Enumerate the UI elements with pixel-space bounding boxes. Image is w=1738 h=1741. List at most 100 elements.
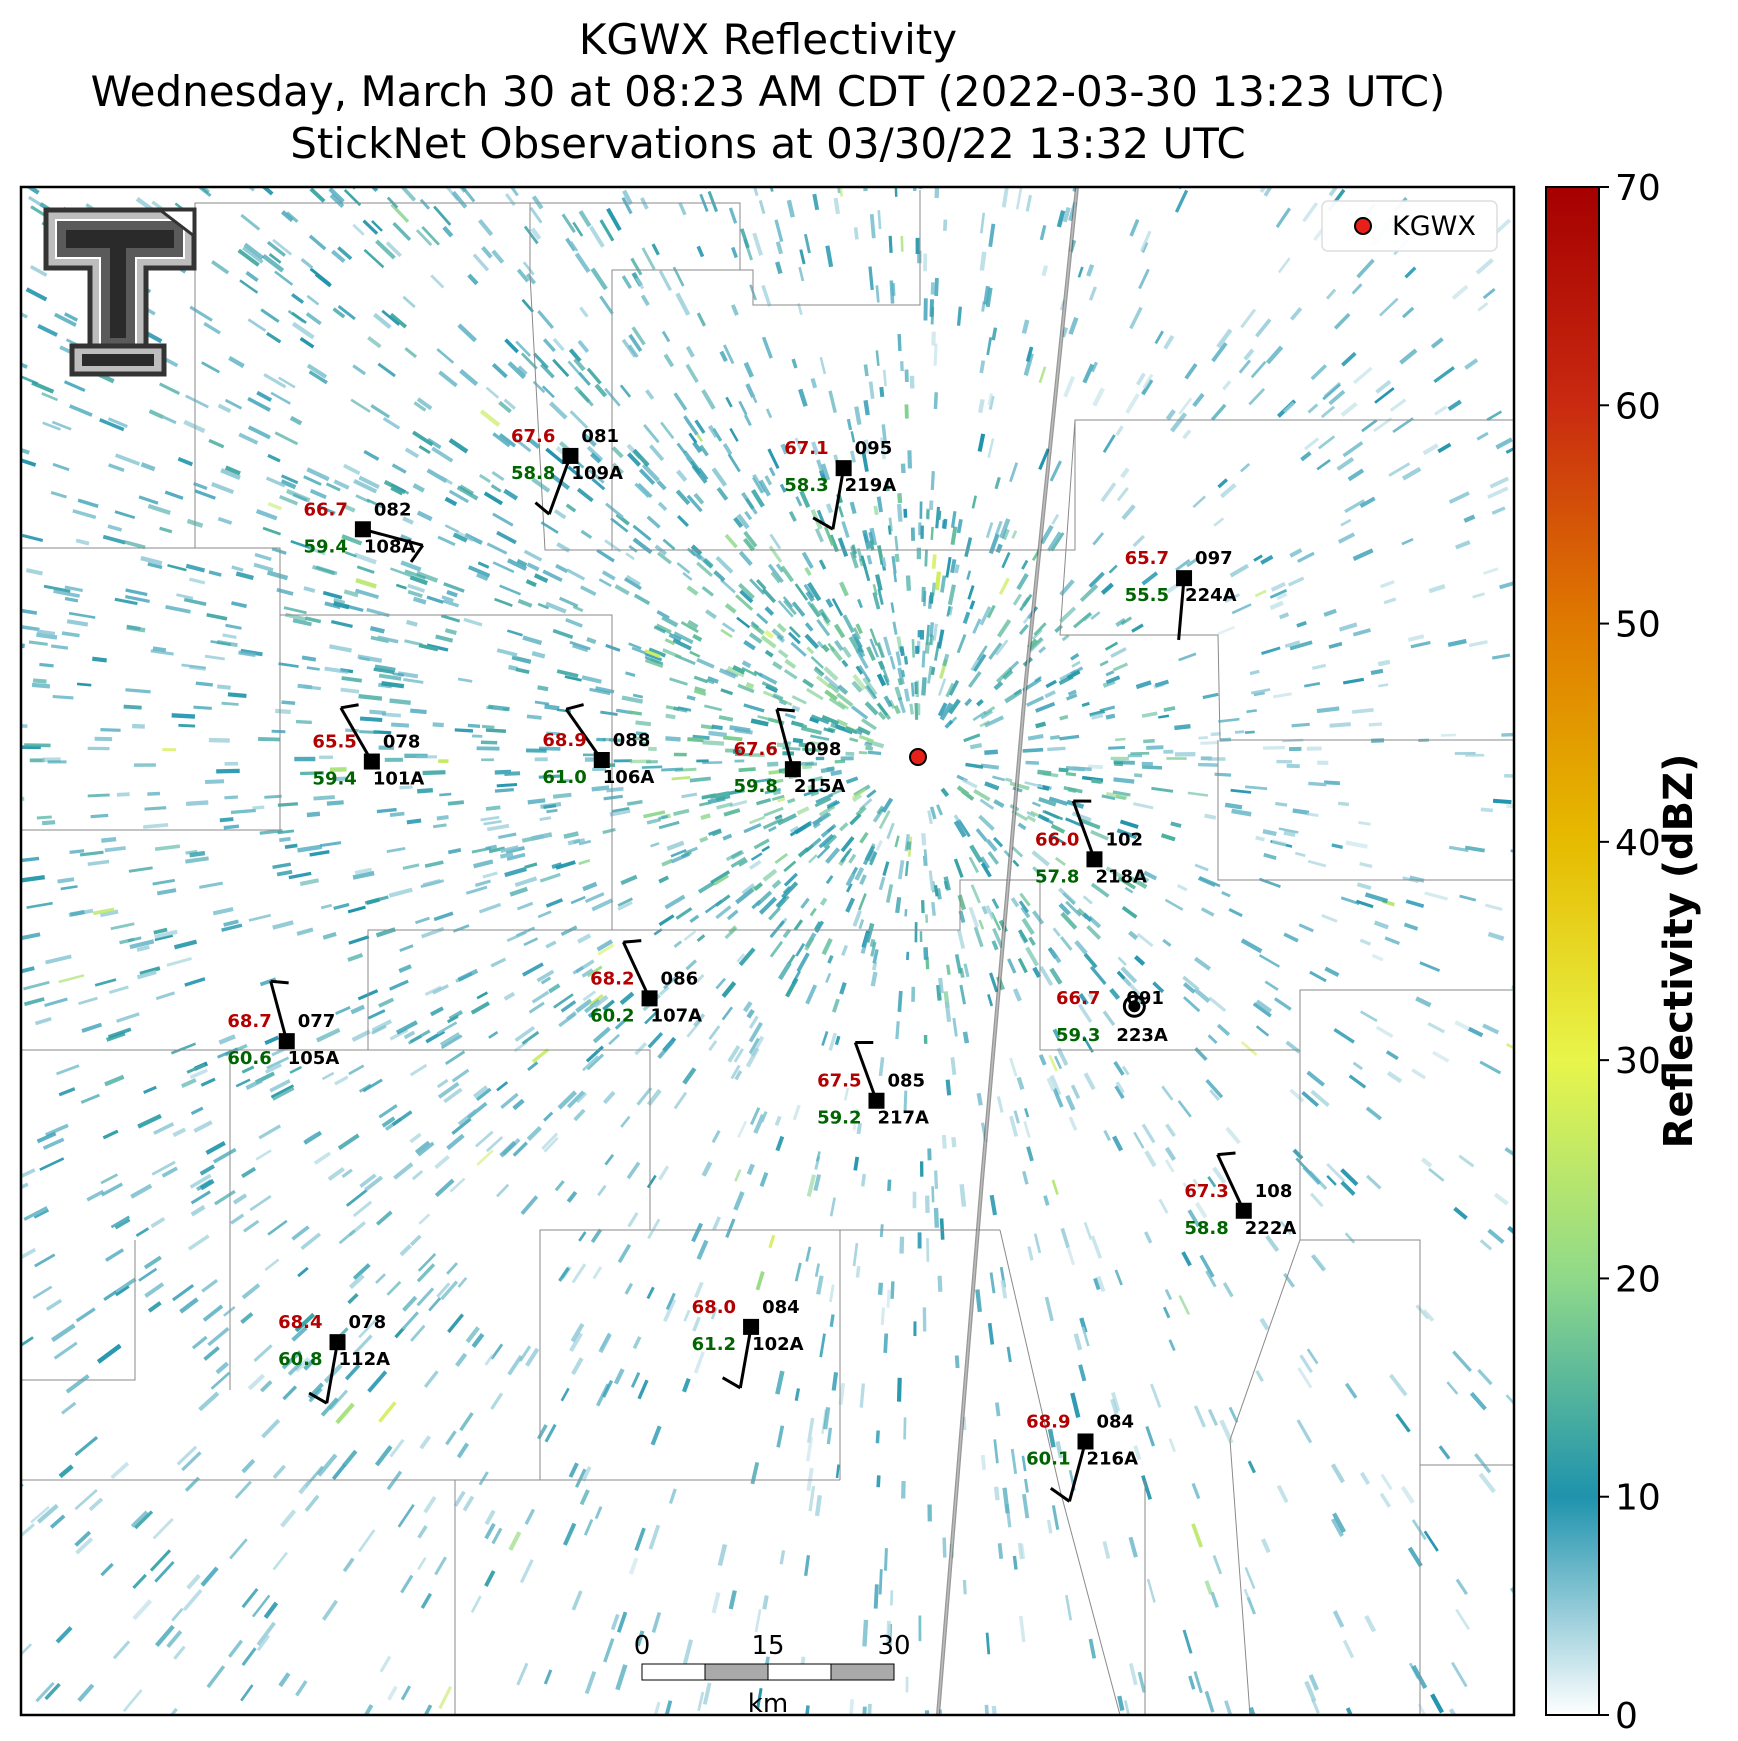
station-id: 219A — [845, 475, 897, 496]
colorbar: 0 10 20 30 40 50 60 70 Reflectivity (dBZ) — [1545, 168, 1702, 1737]
station-216A[interactable]: 68.9 60.1 084 216A — [1026, 1411, 1138, 1503]
wind-barb-flag — [340, 703, 359, 710]
station-dewpoint: 61.2 — [692, 1334, 736, 1355]
colorbar-tick-label: 40 — [1615, 823, 1661, 864]
station-215A[interactable]: 67.6 59.8 098 215A — [733, 707, 846, 797]
station-dewpoint: 58.8 — [1184, 1218, 1228, 1239]
station-223A[interactable]: 66.7 59.3 091 223A — [1056, 988, 1168, 1046]
station-224A[interactable]: 65.7 55.5 097 224A — [1125, 548, 1237, 641]
station-wind-direction: 088 — [613, 730, 651, 751]
colorbar-tick-label: 10 — [1615, 1478, 1661, 1519]
station-marker — [1235, 1202, 1252, 1219]
station-temperature: 66.7 — [303, 499, 347, 520]
wind-barb-flag — [1217, 1151, 1236, 1157]
station-wind-direction: 085 — [887, 1071, 925, 1092]
station-112A[interactable]: 68.4 60.8 078 112A — [278, 1312, 391, 1405]
radar-site-marker[interactable] — [909, 748, 927, 766]
station-marker — [784, 761, 801, 778]
wind-barb-flag — [308, 1391, 328, 1405]
station-218A[interactable]: 66.0 57.8 102 218A — [1035, 799, 1147, 887]
map-title: KGWX Reflectivity Wednesday, March 30 at… — [0, 14, 1536, 170]
map-panel: 67.6 58.8 081 109A 67.1 58.3 095 219A 66.7 59.4 08… — [21, 187, 1514, 1715]
calm-wind-marker — [1122, 994, 1146, 1018]
scale-tick-0: 0 — [634, 1631, 651, 1661]
title-radar: KGWX Reflectivity — [578, 15, 958, 64]
legend-box: KGWX — [1321, 200, 1498, 252]
legend-label: KGWX — [1392, 211, 1476, 242]
station-dewpoint: 60.8 — [278, 1349, 322, 1370]
station-105A[interactable]: 68.7 60.6 077 105A — [227, 979, 339, 1069]
station-dewpoint: 60.1 — [1026, 1448, 1070, 1469]
colorbar-tick-label: 0 — [1615, 1696, 1638, 1737]
station-dewpoint: 59.8 — [733, 776, 777, 797]
wind-barb-staff — [339, 707, 374, 763]
station-wind-direction: 095 — [855, 438, 893, 459]
texas-tech-logo — [43, 207, 197, 377]
wind-barb-staff — [1216, 1153, 1246, 1212]
station-wind-direction: 078 — [383, 732, 421, 753]
station-marker — [743, 1318, 760, 1335]
colorbar-tick-label: 30 — [1615, 1041, 1661, 1082]
station-wind-direction: 091 — [1126, 988, 1164, 1009]
wind-barb-flag — [623, 939, 642, 944]
station-dewpoint: 58.8 — [511, 463, 555, 484]
station-102A[interactable]: 68.0 61.2 084 102A — [692, 1297, 804, 1390]
station-222A[interactable]: 67.3 58.8 108 222A — [1184, 1151, 1296, 1239]
station-marker — [278, 1033, 295, 1050]
station-temperature: 68.0 — [692, 1297, 736, 1318]
station-temperature: 67.1 — [784, 438, 828, 459]
scale-bar: 0 15 30 km — [634, 1631, 911, 1719]
wind-barb-flag — [270, 979, 289, 985]
wind-barb-staff — [269, 980, 289, 1042]
station-temperature: 68.4 — [278, 1312, 322, 1333]
station-id: 218A — [1095, 866, 1147, 887]
station-id: 112A — [339, 1349, 391, 1370]
station-id: 223A — [1116, 1025, 1168, 1046]
wind-barb-staff — [1068, 1441, 1087, 1502]
station-108A[interactable]: 66.7 59.4 082 108A — [303, 499, 425, 563]
station-101A[interactable]: 65.5 59.4 078 101A — [312, 703, 424, 790]
station-temperature: 65.5 — [312, 732, 356, 753]
wind-barb-staff — [564, 708, 604, 761]
station-wind-direction: 084 — [762, 1297, 800, 1318]
station-219A[interactable]: 67.1 58.3 095 219A — [784, 438, 897, 531]
station-106A[interactable]: 68.9 61.0 088 106A — [542, 703, 654, 788]
station-dewpoint: 55.5 — [1125, 585, 1169, 606]
station-temperature: 67.6 — [733, 739, 777, 760]
wind-barb-staff — [853, 1041, 878, 1102]
station-marker — [1086, 851, 1103, 868]
wind-barb-flag — [534, 501, 551, 516]
station-107A[interactable]: 68.2 60.2 086 107A — [590, 939, 702, 1027]
scale-unit: km — [748, 1689, 788, 1719]
wind-barb-flag — [776, 707, 795, 713]
station-id: 215A — [794, 776, 846, 797]
map-background — [21, 187, 1514, 1715]
station-temperature: 67.6 — [511, 426, 555, 447]
station-temperature: 68.7 — [227, 1011, 271, 1032]
colorbar-ramp — [1545, 186, 1600, 1716]
station-id: 108A — [364, 536, 416, 557]
colorbar-tick-label: 50 — [1615, 605, 1661, 646]
station-id: 102A — [752, 1334, 804, 1355]
station-wind-direction: 077 — [298, 1011, 336, 1032]
station-dewpoint: 60.6 — [227, 1048, 271, 1069]
wind-barb-flag — [721, 1376, 742, 1390]
station-id: 217A — [877, 1108, 929, 1129]
station-temperature: 66.0 — [1035, 829, 1079, 850]
station-dewpoint: 60.2 — [590, 1005, 634, 1026]
colorbar-label: Reflectivity (dBZ) — [1656, 754, 1702, 1149]
station-marker — [641, 990, 658, 1007]
legend-marker — [1354, 217, 1372, 235]
colorbar-tick-label: 20 — [1615, 1259, 1661, 1300]
map-frame — [19, 185, 1516, 1717]
wind-barb-flag — [565, 703, 584, 711]
station-217A[interactable]: 67.5 59.2 085 217A — [817, 1040, 929, 1129]
wind-barb-staff — [1177, 578, 1186, 641]
station-dewpoint: 58.3 — [784, 475, 828, 496]
wind-barb-staff — [547, 455, 572, 515]
station-wind-direction: 086 — [661, 968, 699, 989]
wind-barb-flag — [409, 544, 425, 563]
station-109A[interactable]: 67.6 58.8 081 109A — [511, 426, 623, 516]
station-wind-direction: 098 — [804, 739, 842, 760]
station-wind-direction: 082 — [374, 499, 412, 520]
